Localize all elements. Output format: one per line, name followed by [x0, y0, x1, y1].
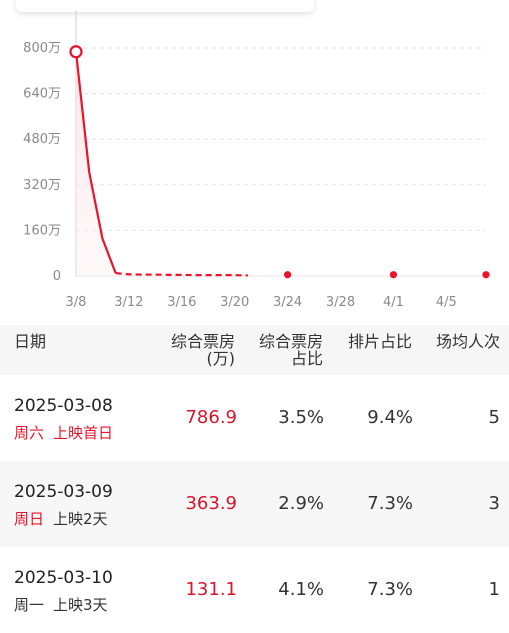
header-share-line1: 综合票房: [258, 332, 323, 351]
row-avg: 5: [488, 407, 500, 428]
row-box-office: 786.9: [185, 407, 237, 428]
header-box-office-line2: (万): [206, 349, 236, 368]
x-tick-label: 3/16: [167, 295, 196, 310]
series-line-dashed: [115, 272, 248, 277]
row-release-day: 上映3天: [53, 596, 108, 614]
series-area: [76, 51, 116, 276]
highlight-point[interactable]: [69, 45, 83, 59]
header-schedule[interactable]: 排片占比: [347, 332, 412, 351]
row-sub: 周一 上映3天: [14, 594, 108, 615]
x-tick-label: 4/1: [383, 295, 404, 310]
row-weekday: 周六: [14, 424, 45, 442]
row-schedule: 7.3%: [367, 493, 413, 514]
table-row[interactable]: 2025-03-09 周日 上映2天 363.9 2.9% 7.3% 3: [0, 461, 509, 547]
daily-box-office-table: 日期 综合票房 (万) 综合票房 占比 排片占比 场均人次 2025-03-08…: [0, 325, 509, 633]
chart-gridlines: [76, 47, 486, 277]
data-point[interactable]: [389, 271, 398, 279]
row-date: 2025-03-08: [14, 396, 113, 416]
data-point[interactable]: [482, 271, 490, 279]
row-schedule: 9.4%: [367, 407, 413, 428]
row-schedule: 7.3%: [367, 579, 413, 600]
x-axis-ticks: 3/8 3/12 3/16 3/20 3/24 3/28 4/1 4/5: [66, 295, 457, 310]
header-box-office[interactable]: 综合票房 (万): [171, 333, 235, 367]
y-tick-label: 0: [53, 269, 61, 284]
y-tick-label: 480万: [23, 132, 61, 147]
y-tick-label: 320万: [23, 178, 61, 193]
row-date: 2025-03-10: [14, 568, 113, 588]
row-box-office: 363.9: [185, 493, 237, 514]
row-release-day: 上映首日: [53, 424, 114, 442]
series-line-solid: [74, 51, 117, 274]
row-share: 2.9%: [278, 493, 324, 514]
y-tick-label: 640万: [23, 87, 61, 102]
row-avg: 1: [488, 579, 500, 600]
x-tick-label: 3/24: [273, 295, 302, 310]
header-share-line2: 占比: [290, 349, 323, 368]
y-tick-label: 800万: [23, 41, 61, 56]
chart-series: [69, 45, 490, 279]
table-row[interactable]: 2025-03-10 周一 上映3天 131.1 4.1% 7.3% 1: [0, 547, 509, 633]
table-row[interactable]: 2025-03-08 周六 上映首日 786.9 3.5% 9.4% 5: [0, 375, 509, 461]
row-share: 3.5%: [278, 407, 324, 428]
row-weekday: 周一: [14, 596, 45, 614]
row-date: 2025-03-09: [14, 482, 113, 502]
row-release-day: 上映2天: [53, 510, 108, 528]
chart-tooltip-card: [16, 0, 314, 12]
row-avg: 3: [488, 493, 500, 514]
header-date: 日期: [14, 332, 47, 351]
x-tick-label: 3/28: [326, 295, 355, 310]
row-weekday: 周日: [14, 510, 45, 528]
header-avg[interactable]: 场均人次: [435, 332, 500, 351]
row-box-office: 131.1: [185, 579, 237, 600]
x-tick-label: 3/20: [220, 295, 249, 310]
y-axis-ticks: 0 160万 320万 480万 640万 800万: [23, 41, 61, 284]
box-office-trend-chart[interactable]: 0 160万 320万 480万 640万 800万 3/8 3/12 3/16 3/20 3/2…: [0, 0, 509, 325]
x-tick-label: 3/12: [114, 295, 143, 310]
row-share: 4.1%: [278, 579, 324, 600]
row-sub: 周六 上映首日: [14, 422, 113, 443]
header-share[interactable]: 综合票房 占比: [259, 333, 323, 367]
y-tick-label: 160万: [23, 223, 61, 238]
x-tick-label: 4/5: [436, 295, 457, 310]
table-header: 日期 综合票房 (万) 综合票房 占比 排片占比 场均人次: [0, 325, 509, 375]
data-point[interactable]: [284, 271, 292, 279]
header-box-office-line1: 综合票房: [170, 332, 235, 351]
x-tick-label: 3/8: [66, 295, 87, 310]
row-sub: 周日 上映2天: [14, 508, 108, 529]
